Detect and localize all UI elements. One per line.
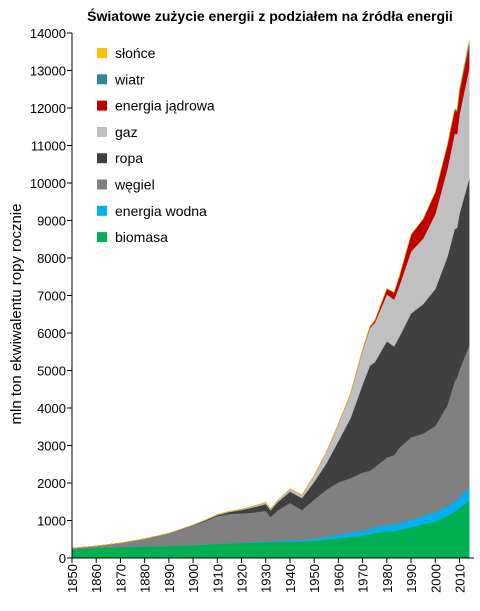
legend-label-gaz: gaz (115, 124, 138, 140)
y-tick-label: 2000 (37, 476, 66, 491)
legend: słońce wiatr energia jądrowa gaz ropa węgiel e… (97, 45, 215, 245)
y-tick-label: 10000 (30, 176, 66, 191)
x-tick-label: 1960 (331, 564, 346, 593)
x-tick-label: 1860 (89, 564, 104, 593)
y-tick-label: 4000 (37, 401, 66, 416)
legend-swatch-ropa (97, 153, 107, 164)
legend-swatch-slonce (97, 48, 107, 58)
y-tick-label: 13000 (30, 64, 66, 79)
legend-label-wegiel: węgiel (114, 177, 155, 193)
legend-swatch-gaz (97, 126, 107, 137)
legend-label-biomasa: biomasa (115, 229, 168, 245)
x-tick-label: 1890 (162, 564, 177, 593)
y-tick-label: 9000 (37, 214, 66, 229)
x-tick-label: 2010 (452, 564, 467, 593)
legend-label-slonce: słońce (115, 45, 156, 61)
legend-label-energia-jadrowa: energia jądrowa (115, 98, 215, 114)
x-tick-label: 1950 (307, 564, 322, 593)
x-tick-label: 1920 (235, 564, 250, 593)
x-tick-label: 1870 (113, 564, 128, 593)
legend-swatch-wegiel (97, 179, 107, 190)
x-tick-label: 2000 (428, 564, 443, 593)
legend-label-wiatr: wiatr (114, 71, 145, 87)
x-tick-label: 1930 (259, 564, 274, 593)
x-tick-label: 1850 (65, 564, 80, 593)
x-tick-label: 1900 (186, 564, 201, 593)
x-tick-label: 1940 (283, 564, 298, 593)
x-tick-label: 1980 (380, 564, 395, 593)
y-axis-label: mln ton ekwiwalentu ropy rocznie (8, 204, 25, 425)
legend-swatch-biomasa (97, 232, 107, 243)
y-tick-label: 5000 (37, 364, 66, 379)
y-tick-label: 1000 (37, 514, 66, 529)
legend-label-energia-wodna: energia wodna (115, 203, 207, 219)
legend-swatch-wiatr (97, 74, 107, 85)
y-tick-label: 0 (59, 551, 66, 566)
area-series-group (71, 39, 470, 559)
y-tick-label: 12000 (30, 101, 66, 116)
x-tick-label: 1910 (210, 564, 225, 593)
x-tick-label: 1990 (404, 564, 419, 593)
x-tick-label: 1880 (138, 564, 153, 593)
legend-swatch-energia-jadrowa (97, 100, 107, 111)
area-slonce (71, 39, 470, 549)
y-tick-label: 6000 (37, 326, 66, 341)
y-tick-label: 8000 (37, 251, 66, 266)
legend-swatch-energia-wodna (97, 205, 107, 216)
chart-title: Światowe zużycie energii z podziałem na … (87, 7, 453, 24)
y-tick-label: 7000 (37, 289, 66, 304)
axes-group: 0 1000 2000 3000 4000 5000 6000 7000 8000 9000 100… (30, 26, 474, 593)
y-tick-label: 3000 (37, 439, 66, 454)
x-tick-label: 1970 (356, 564, 371, 593)
y-tick-label: 11000 (31, 139, 66, 154)
legend-label-ropa: ropa (115, 150, 143, 166)
y-tick-label: 14000 (30, 26, 66, 41)
